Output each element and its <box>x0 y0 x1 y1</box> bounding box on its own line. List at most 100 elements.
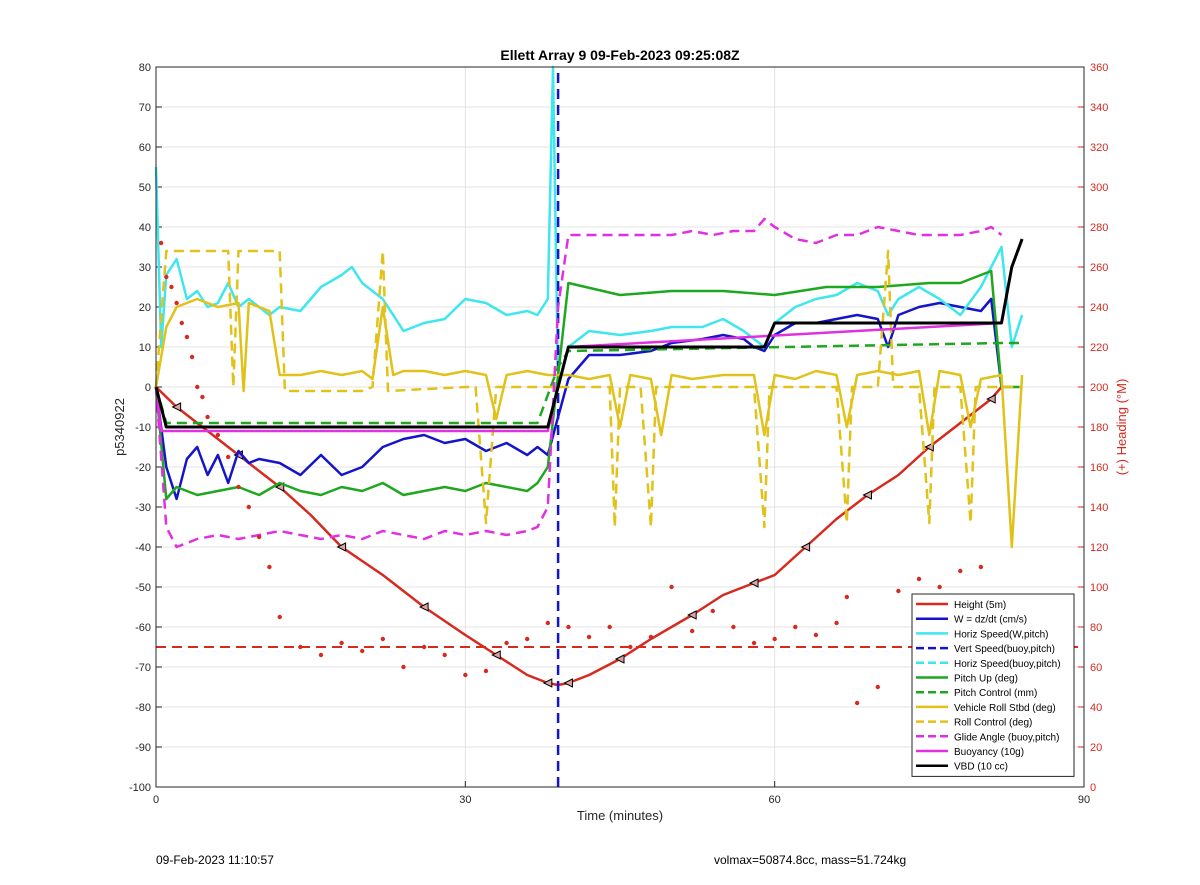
heading-point <box>813 632 819 638</box>
heading-point <box>401 664 406 670</box>
legend-label-9: Glide Angle (buoy,pitch) <box>954 732 1059 743</box>
height-marker <box>986 394 996 404</box>
y2-tick-label: 120 <box>1090 542 1108 554</box>
height-marker <box>491 650 501 660</box>
height-marker <box>542 678 553 688</box>
heading-point <box>875 684 880 690</box>
legend-label-8: Roll Control (deg) <box>954 718 1032 729</box>
heading-point <box>339 640 344 646</box>
x-tick-label: 30 <box>459 794 471 806</box>
legend-box <box>911 593 1075 777</box>
legend-label-11: VBD (10 cc) <box>954 762 1008 773</box>
series-line-1 <box>154 297 1003 501</box>
y2-tick-label: 20 <box>1090 742 1102 754</box>
heading-point <box>267 564 272 570</box>
y2-tick-label: 80 <box>1090 622 1102 634</box>
heading-point <box>793 624 798 630</box>
legend-label-5: Pitch Up (deg) <box>954 674 1018 685</box>
heading-point <box>834 620 839 626</box>
legend-label-1: W = dz/dt (cm/s) <box>954 615 1027 626</box>
heading-point <box>189 354 195 360</box>
height-marker <box>171 402 182 412</box>
height-marker <box>418 602 429 612</box>
heading-point <box>169 284 174 290</box>
legend-label-10: Buoyancy (10g) <box>954 747 1024 758</box>
y2-tick-label: 300 <box>1090 182 1108 194</box>
heading-point <box>844 594 850 600</box>
heading-point <box>277 614 282 620</box>
series-group <box>154 65 1024 787</box>
x-tick-labels: 0 30 60 90 <box>153 794 1090 806</box>
heading-point <box>710 608 715 614</box>
heading-point <box>648 634 654 640</box>
height-marker <box>614 654 625 664</box>
heading-point <box>731 624 736 630</box>
y2-tick-label: 0 <box>1090 782 1096 794</box>
heading-point <box>628 644 633 650</box>
heading-point <box>689 628 695 634</box>
heading-point <box>916 576 922 582</box>
y2-tick-label: 140 <box>1090 502 1108 514</box>
y-tick-label: 10 <box>139 342 151 354</box>
y-tick-label: 50 <box>139 182 151 194</box>
footer-timestamp: 09-Feb-2023 11:10:57 <box>156 853 274 867</box>
series-line-8 <box>154 249 1023 529</box>
heading-point <box>174 300 179 306</box>
y-tick-label: -30 <box>135 502 151 514</box>
heading-point <box>607 624 612 630</box>
heading-point <box>380 636 386 642</box>
series-line-9 <box>154 217 1003 549</box>
legend-label-3: Vert Speed(buoy,pitch) <box>954 644 1055 655</box>
heading-point <box>751 640 757 646</box>
heading-point <box>504 640 509 646</box>
y2-tick-label: 220 <box>1090 342 1108 354</box>
footer-info: volmax=50874.8cc, mass=51.724kg <box>714 853 907 867</box>
y2-tick-label: 260 <box>1090 262 1108 274</box>
heading-point <box>200 394 205 400</box>
legend: Height (5m) W = dz/dt (cm/s) Horiz Speed(W… <box>911 593 1075 777</box>
series-line-11 <box>154 238 1024 429</box>
legend-label-0: Height (5m) <box>954 600 1006 611</box>
legend-label-2: Horiz Speed(W,pitch) <box>954 629 1048 640</box>
heading-point <box>184 334 190 340</box>
x-axis-label: Time (minutes) <box>577 808 663 823</box>
y2-tick-label: 60 <box>1090 662 1102 674</box>
y-tick-label: -90 <box>135 742 151 754</box>
y-tick-label: -70 <box>135 662 151 674</box>
x-tick-label: 60 <box>769 794 781 806</box>
heading-point <box>442 652 447 658</box>
legend-label-7: Vehicle Roll Stbd (deg) <box>954 703 1056 714</box>
x-tick-label: 0 <box>153 794 159 806</box>
heading-point <box>360 648 365 654</box>
height-marker <box>563 678 573 688</box>
heading-point <box>545 620 551 626</box>
heading-point <box>463 672 468 678</box>
y2-tick-labels: 3603403203002802602402202001801601401201… <box>1090 62 1108 794</box>
y-tick-label: 80 <box>139 62 151 74</box>
y2-tick-label: 200 <box>1090 382 1108 394</box>
y-tick-label: -60 <box>135 622 151 634</box>
y2-tick-label: 160 <box>1090 462 1108 474</box>
heading-point <box>179 320 184 326</box>
heading-point <box>195 384 200 390</box>
height-marker <box>862 490 872 500</box>
y-tick-label: -50 <box>135 582 151 594</box>
y2-tick-label: 40 <box>1090 702 1102 714</box>
y2-tick-label: 340 <box>1090 102 1108 114</box>
series-line-5 <box>154 269 1023 501</box>
heading-point <box>854 700 860 706</box>
y-axis-label: p5340922 <box>112 398 127 456</box>
y-tick-label: 70 <box>139 102 151 114</box>
height-marker <box>748 578 759 588</box>
y2-tick-label: 320 <box>1090 142 1108 154</box>
heading-point <box>205 414 210 420</box>
y-tick-label: -80 <box>135 702 151 714</box>
legend-label-6: Pitch Control (mm) <box>954 688 1037 699</box>
heading-point <box>483 668 489 674</box>
heading-point <box>225 454 231 460</box>
heading-point <box>256 534 262 540</box>
legend-label-4: Horiz Speed(buoy,pitch) <box>954 659 1061 670</box>
heading-point <box>318 652 324 658</box>
heading-point <box>566 624 571 630</box>
